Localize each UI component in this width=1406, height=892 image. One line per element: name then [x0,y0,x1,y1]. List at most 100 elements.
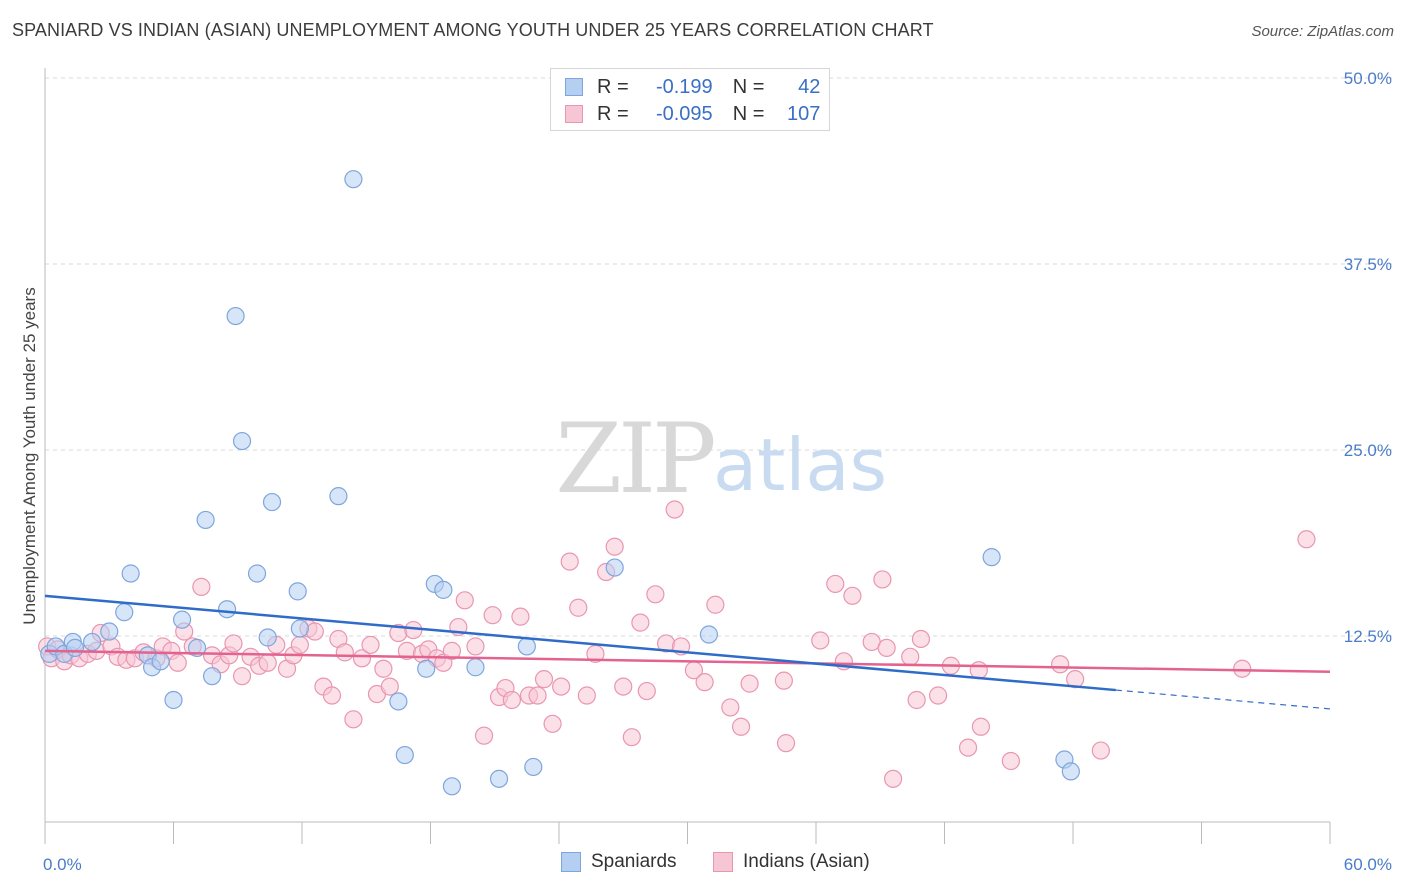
indian-point [731,717,751,736]
legend-n-label: N = [732,75,765,98]
spaniard-point [442,777,462,796]
indian-point [322,686,342,705]
indian-point [1001,751,1020,771]
spaniard-point [699,625,719,644]
indian-point [740,674,759,693]
source-label: Source: ZipAtlas.com [1251,23,1394,40]
tick-labels: 12.5% 25.0% 37.5% 50.0% 0.0% 60.0% [43,69,1392,874]
indian-point [528,686,547,705]
trend-lines [44,594,1331,710]
indian-point [502,690,521,710]
spaniard-point [226,306,245,326]
indian-point [706,595,725,614]
spaniard-point [100,622,119,641]
spaniard-point [83,632,102,652]
spaniard-point [329,487,348,506]
legend-n-value: 42 [798,75,821,98]
correlation-legend: R = -0.199 N = 42 R = -0.095 N = 107 [550,68,830,131]
spaniard-point [262,492,282,512]
legend-row-spaniards: R = -0.199 N = 42 [565,74,820,100]
indian-point [361,635,380,655]
spaniard-point [65,638,85,658]
spaniard-point [982,548,1001,567]
legend-label-indians: Indians (Asian) [743,851,870,872]
indian-point [534,670,554,689]
indian-point [290,635,309,655]
indian-point [442,641,462,660]
indian-point [1051,655,1070,674]
legend-r-label: R = [597,102,629,125]
y-tick-label: 12.5% [1344,627,1392,646]
spaniard-point [605,558,624,577]
legend-r-label: R = [597,75,629,98]
legend-swatch-blue [565,78,583,96]
legend-swatch-blue [561,852,581,872]
spaniard-point [217,600,237,619]
spaniard-point [489,769,509,788]
spaniard-point [121,564,140,583]
indian-point [552,677,571,696]
trend-line-spaniards-extension [1115,689,1331,710]
indian-point [168,653,187,672]
indian-point [483,606,502,625]
indian-point [873,570,892,589]
spaniard-point [202,667,222,686]
indian-point [455,591,474,610]
indian-point [637,681,656,701]
indian-point [971,717,991,736]
indian-point [907,690,926,710]
indian-point [511,607,530,626]
legend-r-value: -0.095 [655,102,713,125]
indian-point [631,613,650,632]
spaniard-point [524,757,543,777]
indian-point [335,643,354,662]
indian-point [224,634,243,653]
series-indians-points [38,500,1316,788]
spaniard-point [417,659,436,678]
indian-point [911,629,931,649]
spaniard-point [1061,762,1080,781]
indian-point [605,537,624,556]
indian-point [877,638,896,658]
indian-point [374,659,393,678]
indian-point [969,661,988,680]
spaniard-point [258,628,277,647]
indian-point [665,500,684,519]
indian-point [305,622,324,641]
spaniard-point [517,637,536,656]
series-legend: Spaniards Indians (Asian) [0,851,1406,877]
trend-line-spaniards [44,594,1116,692]
indian-point [695,673,714,692]
spaniard-point [232,431,252,451]
indian-point [776,734,796,753]
spaniard-point [344,170,363,189]
indian-point [404,620,423,640]
indian-point [622,728,641,747]
indian-point [901,647,920,666]
indian-point [826,574,845,594]
indian-point [352,649,372,668]
spaniard-point [389,692,408,711]
indian-point [474,726,494,745]
spaniard-point [151,652,170,671]
watermark-zip: ZIP [555,403,714,515]
legend-item-indians: Indians (Asian) [713,851,870,873]
spaniard-point [164,690,183,710]
indian-point [1091,741,1110,760]
y-tick-label: 37.5% [1344,255,1392,274]
indian-point [577,686,596,705]
legend-swatch-pink [565,105,583,123]
indian-point [380,677,399,696]
indian-point [543,714,562,733]
legend-r-value: -0.199 [655,75,713,98]
indian-point [774,671,793,690]
indian-point [1297,530,1316,549]
spaniard-point [196,510,215,530]
x-tick-label-max: 60.0% [1344,855,1392,874]
indian-point [232,667,252,686]
watermark: ZIP atlas [555,403,887,515]
spaniard-point [290,619,309,638]
trend-line-indians [44,649,1331,673]
spaniard-point [434,580,453,599]
